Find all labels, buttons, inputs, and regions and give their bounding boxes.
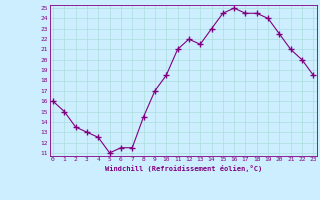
X-axis label: Windchill (Refroidissement éolien,°C): Windchill (Refroidissement éolien,°C) <box>105 165 262 172</box>
